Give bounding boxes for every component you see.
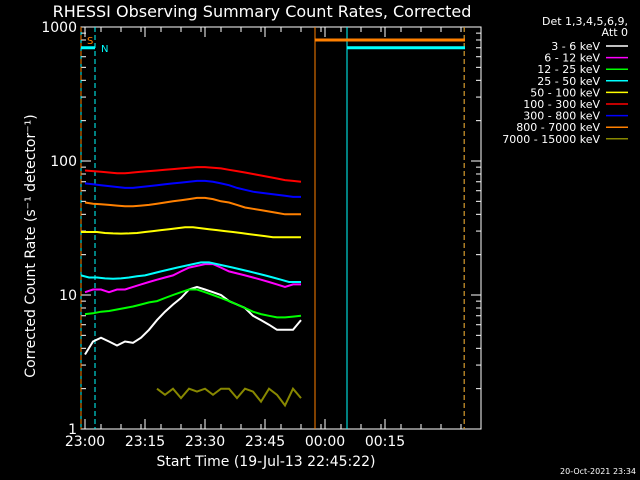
flag-bar-label: N	[101, 44, 108, 55]
y-tick-label: 10	[59, 288, 77, 304]
plot-layer: 1 10 100 1000 23:00 23:15 23:30 23:45 00:00 00:15…	[41, 20, 482, 450]
x-tick-label: 00:15	[365, 434, 405, 450]
legend-entry-label: 800 - 7000 keV	[516, 121, 600, 134]
chart-title: RHESSI Observing Summary Count Rates, Co…	[53, 2, 472, 21]
legend-entry-label: 7000 - 15000 keV	[502, 133, 600, 146]
x-tick-label: 00:00	[305, 434, 345, 450]
x-tick-label: 23:15	[125, 434, 165, 450]
legend-entry-label: 12 - 25 keV	[537, 63, 600, 76]
legend-header: Att 0	[602, 26, 628, 39]
x-tick-label: 23:30	[185, 434, 225, 450]
footer-timestamp: 20-Oct-2021 23:34	[560, 467, 636, 476]
series-line	[84, 285, 302, 356]
y-tick-label: 100	[50, 154, 77, 170]
series-line	[84, 263, 301, 294]
legend-entry-label: 25 - 50 keV	[537, 75, 600, 88]
series-line	[84, 166, 302, 183]
legend-entry-label: 300 - 800 keV	[523, 110, 600, 123]
x-tick-label: 23:45	[245, 434, 285, 450]
series-line	[81, 226, 301, 239]
x-tick-label: 23:00	[65, 434, 105, 450]
legend-entry-label: 50 - 100 keV	[530, 86, 600, 99]
legend-entry-label: 3 - 6 keV	[551, 40, 600, 53]
y-tick-label: 1	[68, 422, 77, 438]
series-line	[156, 386, 302, 408]
x-axis-label: Start Time (19-Jul-13 22:45:22)	[156, 454, 375, 470]
flag-bar-label: S	[87, 36, 93, 47]
series-line	[84, 179, 301, 198]
series-line	[84, 288, 302, 319]
legend-entry-label: 100 - 300 keV	[523, 98, 600, 111]
y-tick-label: 1000	[41, 20, 77, 36]
y-axis-label: Corrected Count Rate (s⁻¹ detector⁻¹)	[23, 114, 39, 377]
series-line	[80, 261, 301, 283]
legend-entry-label: 6 - 12 keV	[544, 52, 600, 65]
series-line	[84, 196, 301, 216]
legend-header: Det 1,3,4,5,6,9,	[542, 15, 628, 28]
